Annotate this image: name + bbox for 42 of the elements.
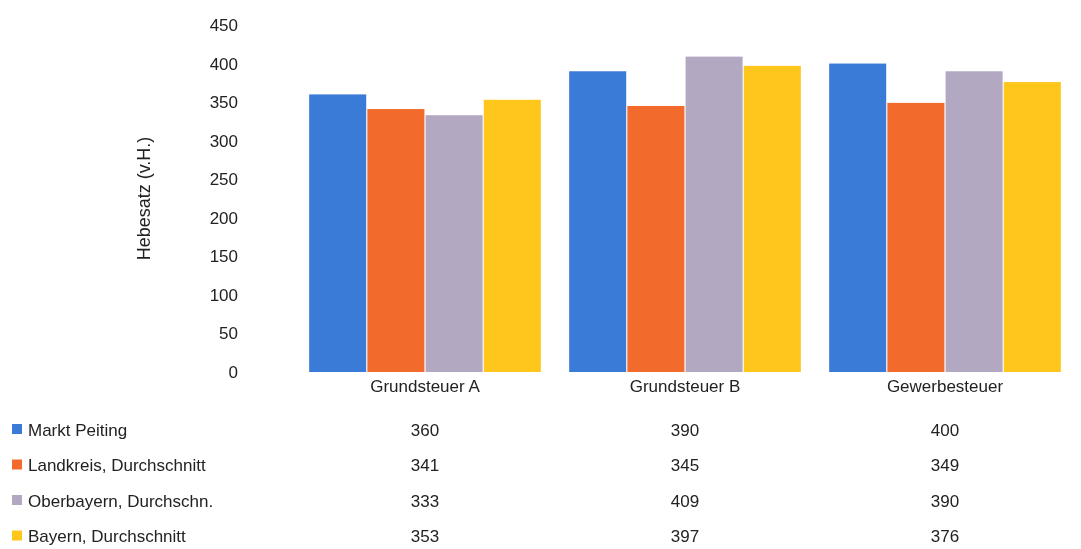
data-label: 353 (410, 527, 440, 547)
bar (945, 71, 1003, 372)
data-label: 409 (670, 491, 700, 511)
bar (483, 99, 541, 372)
bar (685, 56, 743, 372)
bar (425, 115, 483, 372)
x-tick-label: Grundsteuer B (629, 377, 741, 396)
data-label: 349 (930, 456, 960, 476)
y-tick-label: 450 (209, 15, 238, 35)
data-label: 390 (670, 420, 700, 440)
x-tick-label: Grundsteuer A (370, 377, 481, 396)
bar (627, 105, 685, 372)
y-axis-title: Hebesatz (v.H.) (134, 136, 154, 261)
data-label: 333 (410, 491, 440, 511)
y-tick-label: 100 (209, 285, 238, 305)
data-label: 341 (410, 456, 440, 476)
y-tick-label: 350 (209, 93, 238, 113)
data-label: 400 (930, 420, 960, 440)
data-label: 376 (930, 527, 960, 547)
y-tick-label: 50 (219, 324, 238, 344)
y-tick-label: 300 (209, 131, 238, 151)
bar (743, 65, 801, 372)
y-tick-label: 250 (209, 170, 238, 190)
legend-label: Landkreis, Durchschnitt (28, 456, 206, 476)
legend-label: Markt Peiting (28, 420, 128, 440)
x-tick-label: Gewerbesteuer (886, 377, 1004, 396)
data-label: 360 (410, 420, 440, 440)
legend-label: Bayern, Durchschnitt (28, 527, 187, 547)
legend-label: Oberbayern, Durchschn. (28, 491, 214, 511)
y-tick-label: 150 (209, 247, 238, 267)
y-tick-label: 400 (209, 54, 238, 74)
data-label: 390 (930, 491, 960, 511)
bar (569, 71, 627, 372)
bar (1003, 82, 1061, 372)
bar (829, 63, 887, 372)
data-label: 345 (670, 456, 700, 476)
bar (887, 102, 945, 372)
y-tick-label: 0 (228, 362, 238, 382)
bar (309, 94, 367, 372)
y-tick-label: 200 (209, 208, 238, 228)
bar (367, 109, 425, 372)
data-label: 397 (670, 527, 700, 547)
